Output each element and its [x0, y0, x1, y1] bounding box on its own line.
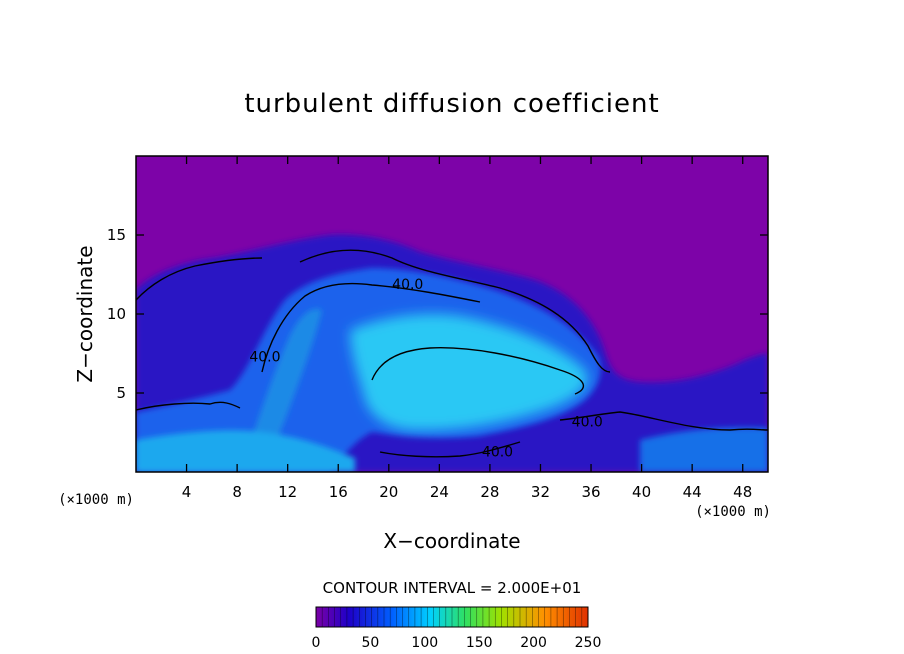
x-tick-label: 24: [430, 483, 449, 501]
contour-label: 40.0: [392, 277, 423, 293]
contour-label: 40.0: [572, 414, 603, 430]
x-tick-label: 28: [480, 483, 499, 501]
field-right-band: [640, 427, 768, 472]
field-high-region: [350, 313, 588, 431]
colorbar-tick-label: 50: [361, 635, 379, 651]
field-bottom-band: [136, 430, 355, 472]
x-axis-label: X−coordinate: [383, 529, 520, 553]
contour-upper-envelope: [299, 249, 611, 373]
x-tick-label: 8: [232, 483, 242, 501]
contour-bottom-wave: [379, 441, 521, 458]
colorbar-ticks: 0 50 100 150 200 250: [312, 635, 602, 651]
y-tick-label: 5: [116, 384, 126, 402]
colorbar-tick-label: 150: [466, 635, 493, 651]
x-tick-label: 48: [733, 483, 752, 501]
colorbar-stripes: [321, 607, 583, 627]
x-tick-label: 44: [683, 483, 702, 501]
x-unit-right: (×1000 m): [695, 504, 771, 520]
contour-labels: 40.0 40.0 40.0 40.0: [249, 277, 602, 460]
colorbar-tick-label: 0: [312, 635, 321, 651]
contour-interval-text: CONTOUR INTERVAL = 2.000E+01: [323, 579, 582, 597]
contour-inner-arch: [261, 282, 481, 373]
x-axis-ticks: 4 8 12 16 20 24 28 32 36 40 44 48: [182, 156, 752, 501]
x-tick-label: 36: [581, 483, 600, 501]
chart-title: turbulent diffusion coefficient: [244, 89, 659, 119]
contour-lower-left: [136, 401, 241, 411]
x-tick-label: 4: [182, 483, 192, 501]
x-tick-label: 32: [531, 483, 550, 501]
colorbar-tick-label: 200: [520, 635, 547, 651]
x-tick-label: 20: [379, 483, 398, 501]
colorbar-tick-label: 100: [411, 635, 438, 651]
contour-right-lower: [559, 411, 768, 431]
x-tick-label: 40: [632, 483, 651, 501]
field-left-streak: [240, 308, 322, 472]
x-unit-left: (×1000 m): [58, 492, 134, 508]
contour-label: 40.0: [249, 350, 280, 366]
x-tick-label: 16: [329, 483, 348, 501]
contour-left-top: [136, 257, 263, 301]
heatmap-field: [136, 156, 768, 472]
x-tick-label: 12: [278, 483, 297, 501]
y-axis-ticks: 5 10 15: [107, 226, 768, 402]
y-tick-label: 15: [107, 226, 126, 244]
colorbar-tick-label: 250: [575, 635, 602, 651]
contour-inner-bubble: [371, 347, 585, 395]
y-tick-label: 10: [107, 305, 126, 323]
contour-label: 40.0: [482, 444, 513, 460]
y-axis-label: Z−coordinate: [73, 245, 97, 382]
